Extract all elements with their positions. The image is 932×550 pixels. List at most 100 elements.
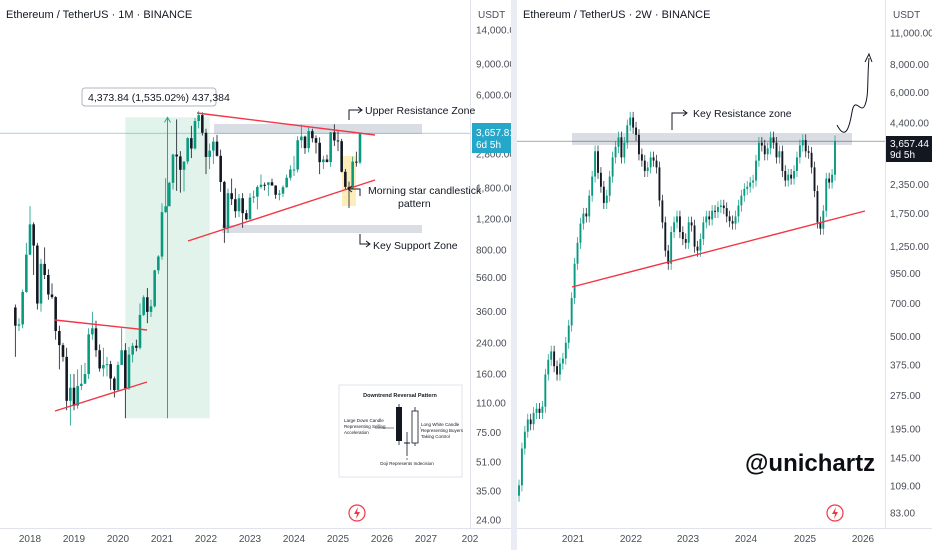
candle-up [588,195,591,217]
candle-down [728,216,731,222]
candle-down [223,181,226,228]
candle-up [801,140,804,146]
candle-up [646,167,649,171]
candle-up [570,298,573,326]
measure-tool-label[interactable]: 4,373.84 (1,535.02%) 437,384 [81,87,230,107]
candle-up [358,133,362,163]
reversal-pattern-inset: Downtrend Reversal Pattern Large Down Ca… [338,384,464,478]
inset-down-candle [396,404,402,445]
candle-down [336,140,340,142]
inset-right-label-2: Representing Buyers [421,428,464,433]
right-price-tick: 145.00 [890,454,921,465]
left-price-tick: 6,000.00 [476,91,511,102]
candle-up [285,177,288,188]
chart-divider [511,0,517,550]
right-price-tick: 11,000.00 [890,29,932,40]
candle-down [303,136,307,149]
left-time-tick: 2022 [195,534,218,545]
candle-up [567,325,570,343]
candle-down [98,350,101,369]
candle-up [608,176,611,196]
right-chart-title: Ethereum / TetherUS · 2W · BINANCE [523,9,710,21]
left-time-axis[interactable]: 2018 2019 2020 2021 2022 2023 2024 2025 2026 2027… [0,528,511,546]
candle-down [790,174,793,179]
candle-up [746,186,749,189]
candle-up [76,385,79,406]
morning-star-label: Morning star candlestick [368,185,482,197]
candle-up [617,137,620,147]
left-time-tick: 2026 [371,534,394,545]
candle-up [541,406,544,413]
candle-up [278,193,281,195]
candle-up [329,132,332,162]
ascending-trendline [187,179,376,242]
right-price-value: 3,657.44 [890,139,929,150]
candle-down [643,160,646,171]
candle-up [626,125,629,143]
left-price-tick: 1,800.00 [476,183,511,194]
candle-down [311,131,314,139]
candle-up [518,485,520,496]
candle-up [281,187,285,194]
candle-down [655,160,658,168]
candle-down [344,171,347,187]
right-price-tick: 83.00 [890,509,915,520]
candle-down [230,193,233,200]
candle-up [131,345,134,355]
left-price-tick: 360.00 [476,307,507,318]
candle-up [17,324,21,326]
descending-trendline [196,112,376,136]
candle-up [168,182,171,207]
candle-up [127,354,131,389]
left-chart[interactable]: 14,000.009,000.006,000.004,000.002,800.0… [0,0,511,550]
right-price-tick: 1,250.00 [890,242,929,253]
candle-up [28,224,32,255]
left-candles [14,111,362,426]
candle-down [690,222,693,226]
candle-up [550,351,553,360]
left-time-tick: 2020 [107,534,130,545]
candle-down [599,172,602,187]
candle-down [556,366,558,375]
right-price-timer: 9d 5h [890,150,915,161]
candle-down [325,159,329,162]
candle-down [775,142,778,158]
candle-down [179,156,182,170]
candle-down [816,191,819,223]
left-price-value: 3,657.81 [476,128,511,139]
right-price-tick: 700.00 [890,299,921,310]
key-resistance-annotation: Key Resistance zone [671,108,792,130]
right-chart[interactable]: 11,000.008,000.006,000.004,400.003,200.0… [517,0,932,550]
candle-down [781,151,784,171]
candle-up [737,205,740,217]
candle-down [678,216,681,233]
inset-left-label-1: Large Down Candle [344,418,384,423]
candle-up [825,178,828,211]
candle-down [314,138,318,143]
left-price-tick: 240.00 [476,338,507,349]
publisher-logo-icon [826,504,844,522]
inset-right-label-3: Taking Control [421,434,450,439]
candle-up [248,197,252,220]
candle-down [135,345,138,348]
candle-up [787,174,790,181]
upper-resistance-zone [214,124,422,134]
key-support-annotation: Key Support Zone [359,234,458,252]
candle-down [632,117,635,128]
right-time-tick: 2021 [562,534,585,545]
right-time-axis[interactable]: 2021 2022 2023 2024 2025 2026 [517,528,932,546]
candle-down [684,239,687,243]
candle-up [576,242,579,264]
left-price-tick: 9,000.00 [476,59,511,70]
candle-up [149,306,153,312]
candle-up [711,210,714,220]
candle-down [274,185,277,195]
candle-up [307,131,310,149]
right-time-tick: 2025 [794,534,817,545]
candle-down [635,127,637,135]
candle-up [138,314,142,348]
candle-down [204,132,208,157]
upper-resistance-annotation: Upper Resistance Zone [348,105,475,120]
left-price-tick: 75.00 [476,428,501,439]
candle-down [661,200,664,223]
